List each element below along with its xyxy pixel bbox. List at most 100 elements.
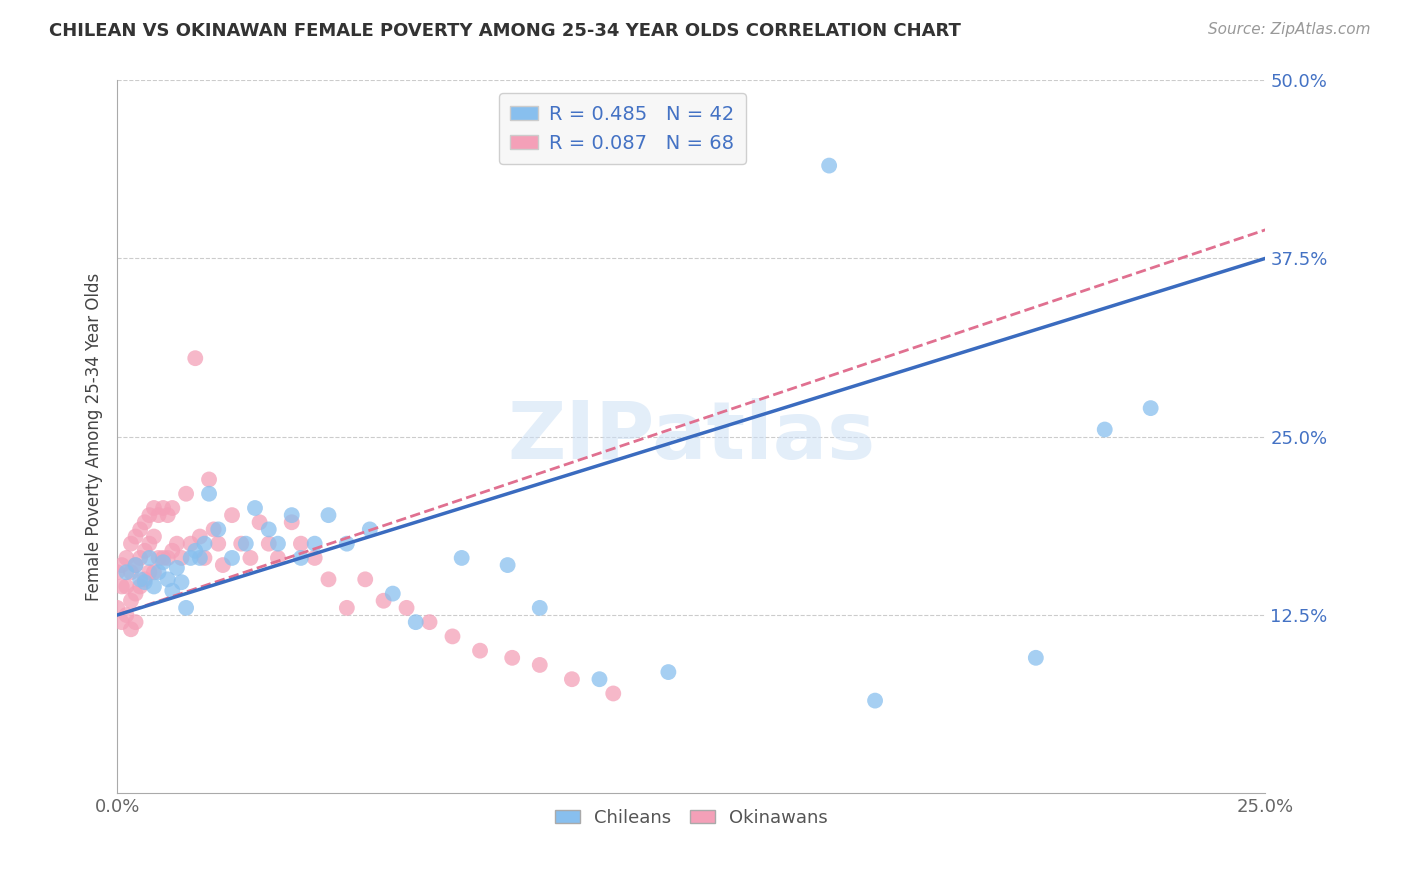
Point [267, 536, 290, 550]
Point [561, 672, 583, 686]
Point [468, 643, 491, 657]
Point [170, 575, 193, 590]
Text: Source: ZipAtlas.com: Source: ZipAtlas.com [1208, 22, 1371, 37]
Point [174, 487, 197, 501]
Point [115, 607, 138, 622]
Point [395, 600, 418, 615]
Point [818, 159, 841, 173]
Point [105, 600, 128, 615]
Point [405, 615, 427, 629]
Point [290, 550, 312, 565]
Point [207, 536, 229, 550]
Point [142, 579, 165, 593]
Point [162, 501, 184, 516]
Point [111, 558, 134, 572]
Point [134, 572, 156, 586]
Point [124, 615, 146, 629]
Point [441, 629, 464, 643]
Point [257, 536, 280, 550]
Y-axis label: Female Poverty Among 25-34 Year Olds: Female Poverty Among 25-34 Year Olds [86, 273, 103, 601]
Point [188, 550, 211, 565]
Point [124, 558, 146, 572]
Point [120, 536, 142, 550]
Point [180, 536, 202, 550]
Point [174, 600, 197, 615]
Point [602, 686, 624, 700]
Point [166, 561, 188, 575]
Text: ZIPatlas: ZIPatlas [508, 398, 876, 475]
Point [193, 536, 215, 550]
Point [152, 550, 174, 565]
Point [170, 550, 193, 565]
Point [501, 650, 523, 665]
Point [134, 575, 156, 590]
Point [134, 543, 156, 558]
Point [134, 516, 156, 530]
Point [148, 550, 170, 565]
Point [148, 508, 170, 523]
Point [529, 600, 551, 615]
Point [138, 550, 160, 565]
Point [142, 501, 165, 516]
Point [231, 536, 253, 550]
Point [1094, 423, 1116, 437]
Point [124, 558, 146, 572]
Point [450, 550, 472, 565]
Point [129, 572, 152, 586]
Point [496, 558, 519, 572]
Point [1025, 650, 1047, 665]
Point [202, 523, 225, 537]
Text: CHILEAN VS OKINAWAN FEMALE POVERTY AMONG 25-34 YEAR OLDS CORRELATION CHART: CHILEAN VS OKINAWAN FEMALE POVERTY AMONG… [49, 22, 962, 40]
Point [124, 586, 146, 600]
Point [221, 550, 243, 565]
Point [193, 550, 215, 565]
Point [115, 565, 138, 579]
Point [359, 523, 381, 537]
Point [418, 615, 440, 629]
Point [111, 579, 134, 593]
Point [211, 558, 233, 572]
Point [235, 536, 257, 550]
Point [129, 523, 152, 537]
Legend: Chileans, Okinawans: Chileans, Okinawans [547, 802, 835, 834]
Point [180, 550, 202, 565]
Point [249, 516, 271, 530]
Point [166, 536, 188, 550]
Point [304, 550, 326, 565]
Point [115, 579, 138, 593]
Point [129, 550, 152, 565]
Point [156, 508, 179, 523]
Point [156, 550, 179, 565]
Point [111, 615, 134, 629]
Point [207, 523, 229, 537]
Point [381, 586, 404, 600]
Point [290, 536, 312, 550]
Point [162, 583, 184, 598]
Point [304, 536, 326, 550]
Point [162, 543, 184, 558]
Point [243, 501, 266, 516]
Point [115, 550, 138, 565]
Point [336, 600, 359, 615]
Point [588, 672, 610, 686]
Point [148, 565, 170, 579]
Point [138, 508, 160, 523]
Point [280, 508, 302, 523]
Point [105, 565, 128, 579]
Point [529, 657, 551, 672]
Point [354, 572, 377, 586]
Point [129, 579, 152, 593]
Point [152, 555, 174, 569]
Point [1139, 401, 1161, 416]
Point [138, 565, 160, 579]
Point [120, 622, 142, 636]
Point [198, 473, 221, 487]
Point [138, 536, 160, 550]
Point [318, 508, 340, 523]
Point [373, 593, 395, 607]
Point [657, 665, 679, 679]
Point [188, 529, 211, 543]
Point [318, 572, 340, 586]
Point [863, 693, 886, 707]
Point [152, 501, 174, 516]
